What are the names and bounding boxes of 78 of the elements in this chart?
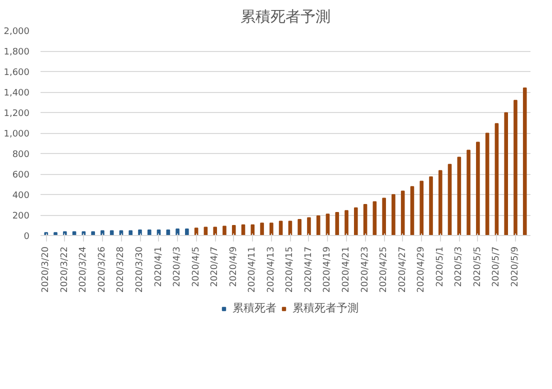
bar bbox=[270, 222, 274, 236]
y-tick-label: 1,200 bbox=[4, 109, 30, 119]
legend-label: 累積死者 bbox=[232, 300, 276, 316]
y-tick-label: 0 bbox=[24, 232, 30, 242]
y-tick-label: 1,400 bbox=[4, 88, 30, 98]
x-tick-label: 2020/4/15 bbox=[285, 246, 296, 293]
x-tick-label: 2020/4/13 bbox=[266, 246, 276, 293]
x-tick-label: 2020/5/9 bbox=[510, 246, 520, 287]
bar bbox=[372, 201, 377, 236]
bar bbox=[354, 207, 358, 236]
bar bbox=[316, 215, 320, 236]
bar bbox=[344, 210, 348, 236]
bar bbox=[522, 88, 527, 236]
bar bbox=[494, 123, 499, 236]
bar bbox=[307, 217, 311, 236]
bar bbox=[222, 226, 226, 236]
chart-title: 累積死者予測 bbox=[240, 8, 330, 26]
x-tick-label: 2020/3/28 bbox=[116, 246, 126, 293]
bar bbox=[128, 230, 133, 236]
x-tick-label: 2020/4/3 bbox=[172, 246, 183, 287]
bar bbox=[504, 112, 508, 236]
x-tick-label: 2020/5/5 bbox=[472, 246, 483, 287]
bar bbox=[438, 170, 442, 236]
bar bbox=[392, 194, 396, 236]
x-tick-label: 2020/4/25 bbox=[379, 246, 390, 293]
bar bbox=[420, 180, 424, 236]
x-tick-label: 2020/3/30 bbox=[135, 246, 145, 293]
y-tick-label: 400 bbox=[12, 191, 30, 201]
x-tick-label: 2020/4/11 bbox=[248, 246, 258, 293]
bar bbox=[457, 156, 462, 236]
x-tick-label: 2020/4/7 bbox=[210, 246, 220, 287]
x-tick-label: 2020/4/29 bbox=[416, 246, 427, 293]
x-tick-label: 2020/5/1 bbox=[435, 246, 446, 287]
y-tick-label: 600 bbox=[12, 170, 30, 180]
bar bbox=[400, 190, 405, 236]
x-tick-label: 2020/4/1 bbox=[154, 246, 164, 287]
bar bbox=[147, 229, 152, 236]
x-tick-label: 2020/4/5 bbox=[191, 246, 202, 287]
x-tick-label: 2020/3/20 bbox=[41, 246, 52, 293]
x-tick-label: 2020/5/7 bbox=[492, 246, 502, 287]
bar bbox=[260, 222, 264, 236]
bar bbox=[382, 198, 386, 236]
bar bbox=[250, 224, 255, 236]
y-tick-label: 1,800 bbox=[4, 48, 30, 58]
bar bbox=[485, 132, 490, 236]
bar bbox=[466, 150, 470, 236]
x-tick-label: 2020/4/17 bbox=[304, 246, 314, 293]
bar bbox=[204, 226, 208, 236]
x-tick-label: 2020/5/3 bbox=[454, 246, 464, 287]
x-tick-label: 2020/4/9 bbox=[228, 246, 239, 287]
bar bbox=[514, 100, 518, 236]
bar bbox=[91, 231, 95, 236]
bar bbox=[185, 228, 189, 236]
bar bbox=[213, 226, 218, 236]
y-tick-label: 1,600 bbox=[4, 68, 30, 78]
bar bbox=[138, 229, 142, 236]
bar bbox=[410, 186, 414, 236]
x-tick-label: 2020/4/23 bbox=[360, 246, 370, 293]
legend-label: 累積死者予測 bbox=[292, 300, 358, 316]
bar bbox=[476, 142, 480, 236]
bar bbox=[335, 212, 340, 236]
x-tick-label: 2020/3/22 bbox=[60, 246, 70, 293]
x-tick-label: 2020/4/27 bbox=[398, 246, 408, 293]
x-tick-label: 2020/3/26 bbox=[97, 246, 108, 293]
y-tick-label: 2,000 bbox=[4, 27, 30, 37]
y-tick-label: 1,000 bbox=[4, 130, 30, 140]
bar bbox=[54, 232, 58, 236]
x-tick-label: 2020/3/24 bbox=[78, 246, 89, 293]
bar bbox=[232, 224, 236, 236]
x-tick-label: 2020/4/21 bbox=[342, 246, 352, 293]
bar bbox=[363, 204, 368, 236]
bar bbox=[298, 219, 302, 236]
bar bbox=[448, 164, 452, 236]
y-tick-label: 200 bbox=[12, 212, 30, 222]
y-tick-label: 800 bbox=[12, 150, 30, 160]
bar bbox=[429, 176, 433, 236]
x-tick-label: 2020/4/19 bbox=[322, 246, 333, 293]
bar bbox=[176, 228, 180, 236]
